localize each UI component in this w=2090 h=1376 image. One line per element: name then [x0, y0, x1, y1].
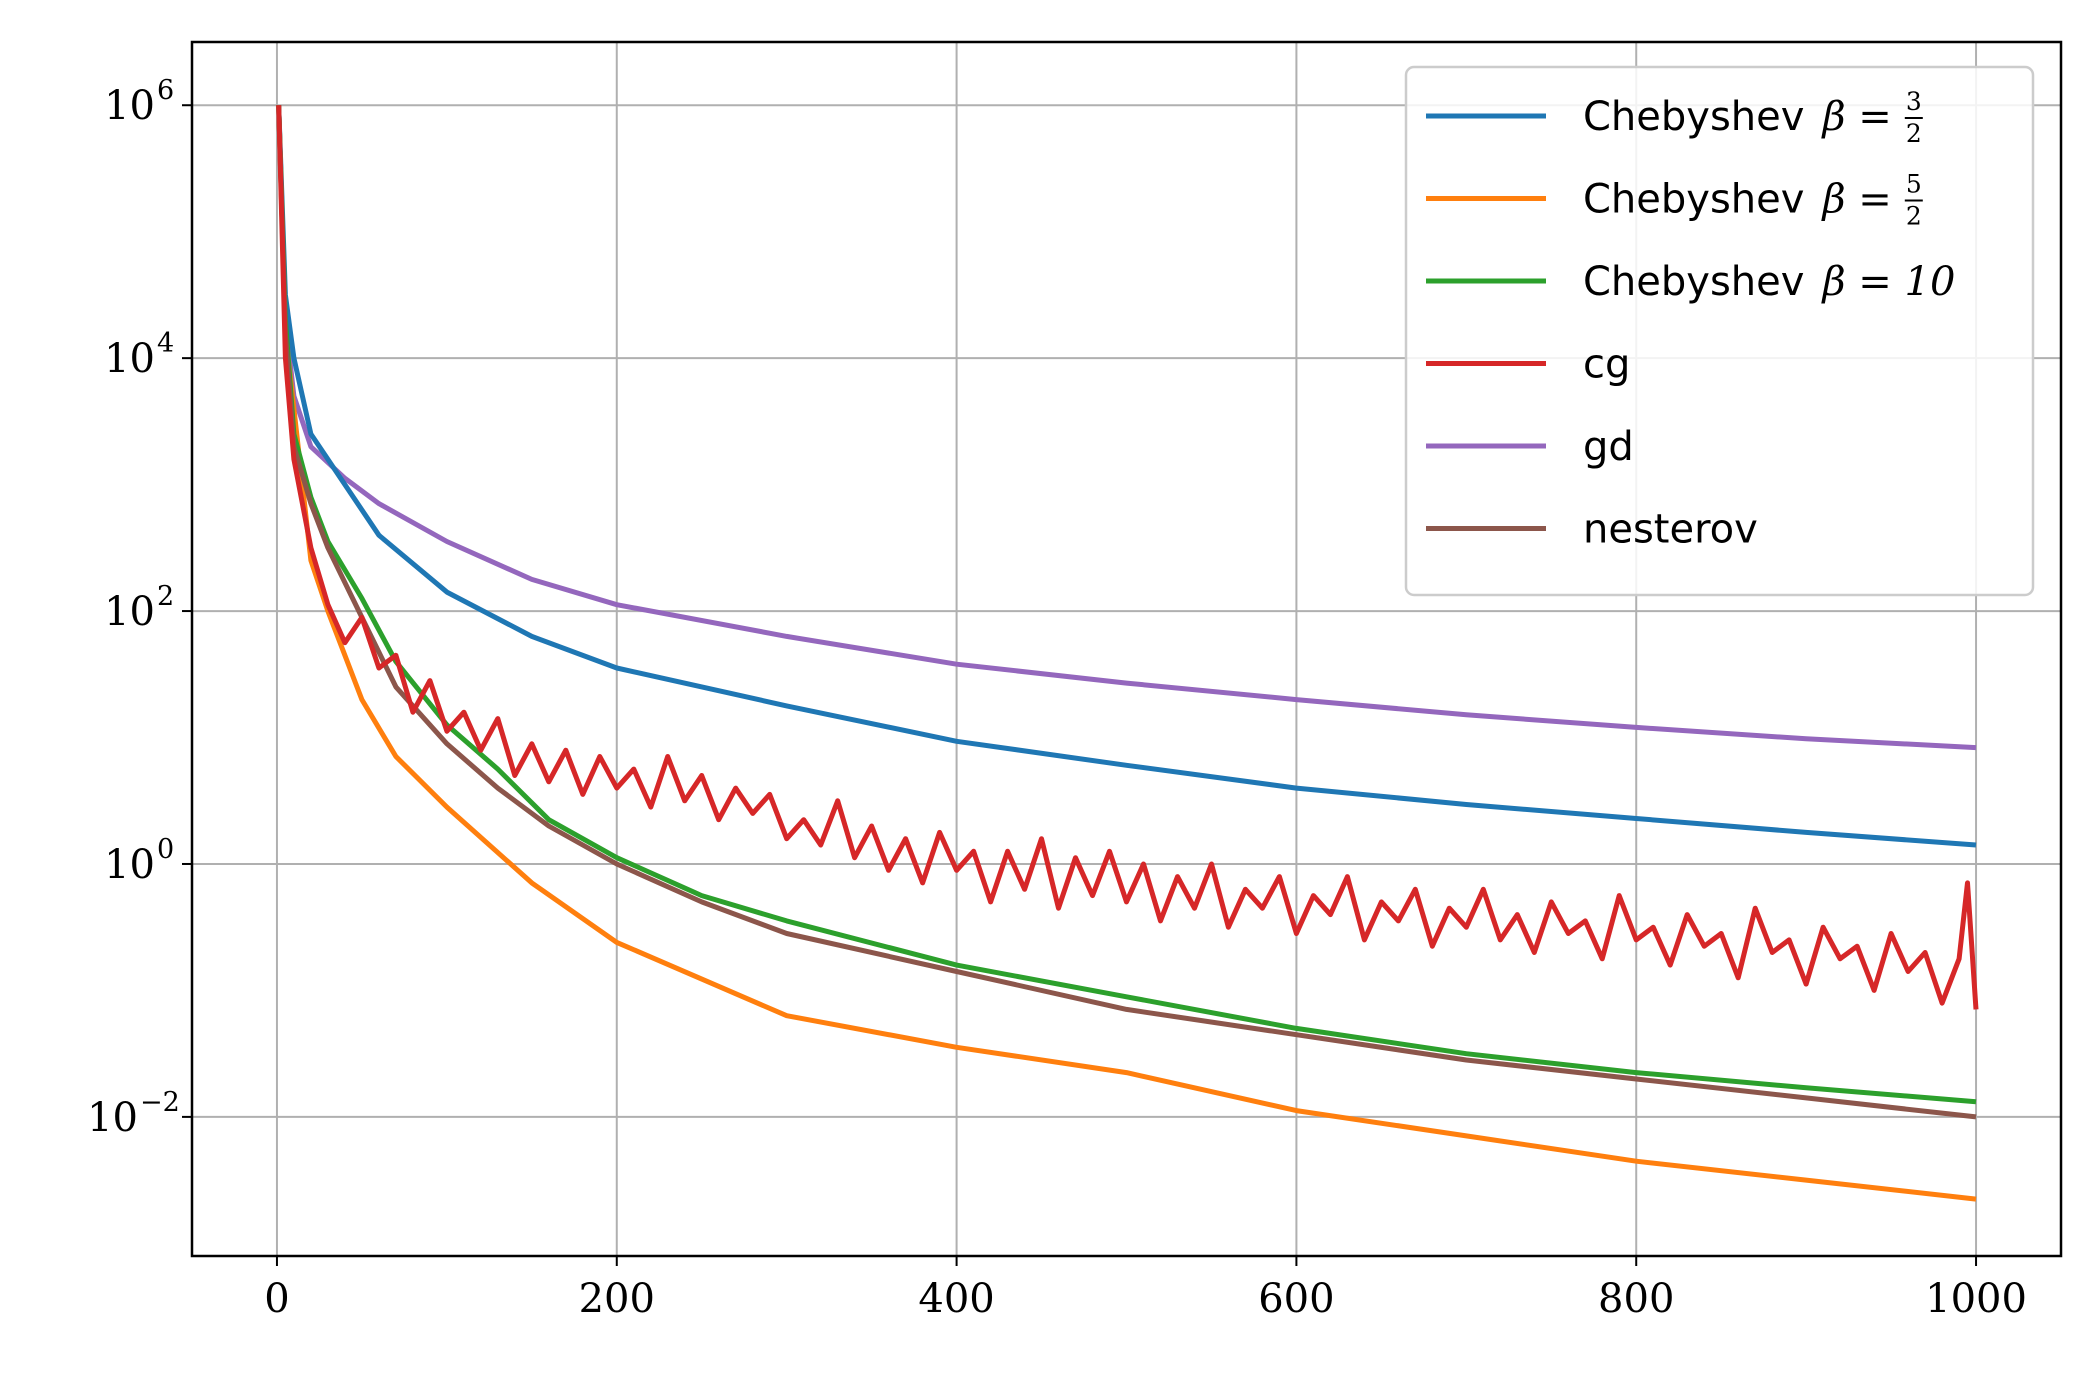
x-tick-label: 1000 [1925, 1276, 2027, 1322]
svg-text:4: 4 [157, 328, 174, 359]
series-line-gd-4 [276, 105, 1977, 751]
plot-frame [190, 40, 2063, 1258]
svg-text:10: 10 [87, 1095, 138, 1141]
grid [192, 42, 2061, 1256]
x-tick-label: 400 [918, 1276, 994, 1322]
legend-math: β = [1820, 177, 1891, 223]
legend-frame [1404, 65, 2035, 597]
series-line-nesterov-5 [276, 105, 1977, 1120]
series-line-chebyshev-0 [276, 105, 1977, 848]
legend-label: gd [1583, 424, 1634, 470]
legend-entry: Chebyshev β = 10 [1426, 259, 1955, 305]
legend-label: nesterov [1583, 507, 1758, 553]
svg-text:10: 10 [104, 589, 155, 635]
svg-text:2: 2 [157, 581, 174, 612]
svg-text:10: 10 [104, 83, 155, 129]
svg-text:10: 10 [104, 336, 155, 382]
legend-entry: cg [1426, 342, 1630, 388]
y-tick-label: 10 −2 [87, 1087, 180, 1141]
legend-frac-num: 5 [1906, 170, 1922, 199]
x-tick-label: 800 [1598, 1276, 1674, 1322]
legend-label: cg [1583, 342, 1630, 388]
y-tick-label: 10 6 [104, 75, 174, 129]
y-tick-label: 10 2 [104, 581, 174, 635]
legend-entry: gd [1426, 424, 1634, 470]
svg-text:6: 6 [157, 75, 174, 106]
y-tick-label: 10 4 [104, 328, 174, 382]
legend-math: β = 10 [1820, 259, 1955, 305]
svg-text:−2: −2 [140, 1087, 180, 1118]
legend-frac-num: 3 [1906, 87, 1922, 116]
legend-frac-den: 2 [1906, 119, 1922, 148]
legend-entry: Chebyshev β = 5 2 [1426, 170, 1923, 231]
legend-math: β = [1820, 94, 1891, 140]
legend-entry: Chebyshev β = 3 2 [1426, 87, 1923, 148]
legend-entry: nesterov [1426, 507, 1758, 553]
series-layer [276, 105, 1979, 1202]
legend-frac-den: 2 [1906, 202, 1922, 231]
x-tick-label: 200 [579, 1276, 655, 1322]
x-tick-label: 600 [1258, 1276, 1334, 1322]
y-tick-label: 10 0 [104, 834, 174, 888]
svg-text:10: 10 [104, 842, 155, 888]
svg-text:0: 0 [157, 834, 174, 865]
legend-label: Chebyshev [1583, 177, 1804, 223]
x-tick-label: 0 [264, 1276, 289, 1322]
series-line-cg-3 [276, 105, 1979, 1010]
legend-label: Chebyshev [1583, 94, 1804, 140]
legend: Chebyshev β = 3 2 Chebyshev β = 5 2 Chebyshev β =… [1404, 65, 2035, 597]
legend-label: Chebyshev [1583, 259, 1804, 305]
